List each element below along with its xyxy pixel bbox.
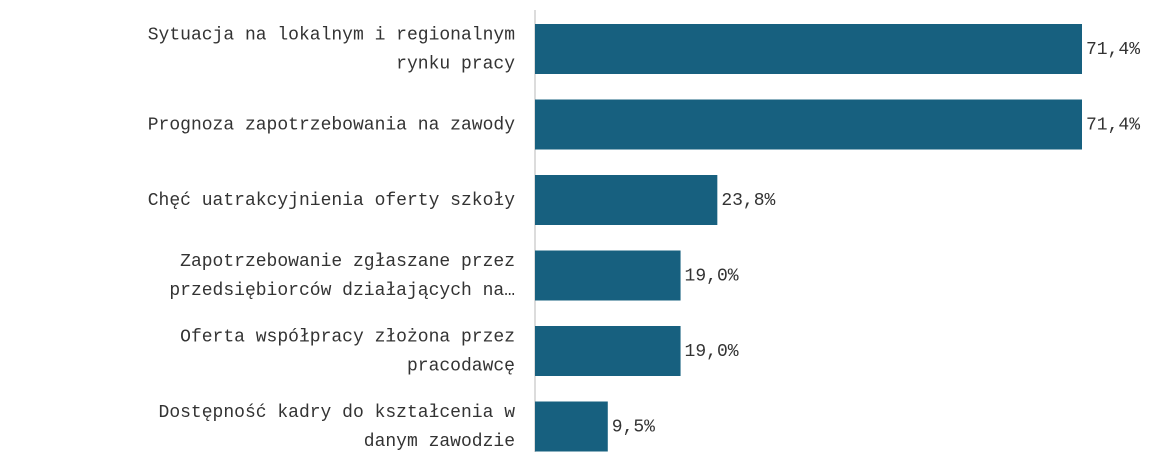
category-label: Dostępność kadry do kształcenia w bbox=[159, 403, 516, 423]
bar bbox=[535, 250, 681, 301]
bar bbox=[535, 175, 718, 225]
value-label: 71,4% bbox=[1086, 115, 1140, 135]
category-label: danym zawodzie bbox=[364, 432, 515, 452]
category-label: rynku pracy bbox=[396, 54, 515, 74]
value-label: 71,4% bbox=[1086, 40, 1140, 60]
category-label: Oferta współpracy złożona przez bbox=[180, 327, 515, 347]
bar bbox=[535, 401, 608, 452]
bar bbox=[535, 326, 681, 376]
category-label: przedsiębiorców działających na… bbox=[169, 281, 515, 301]
category-label: pracodawcę bbox=[407, 356, 515, 376]
value-label: 23,8% bbox=[721, 191, 775, 211]
value-label: 19,0% bbox=[685, 266, 739, 286]
bar bbox=[535, 24, 1082, 74]
category-label: Zapotrzebowanie zgłaszane przez bbox=[180, 252, 515, 272]
bar bbox=[535, 99, 1082, 150]
value-label: 9,5% bbox=[612, 417, 655, 437]
category-label: Prognoza zapotrzebowania na zawody bbox=[148, 115, 515, 135]
category-label: Chęć uatrakcyjnienia oferty szkoły bbox=[148, 191, 515, 211]
value-label: 19,0% bbox=[685, 342, 739, 362]
category-label: Sytuacja na lokalnym i regionalnym bbox=[148, 25, 515, 45]
